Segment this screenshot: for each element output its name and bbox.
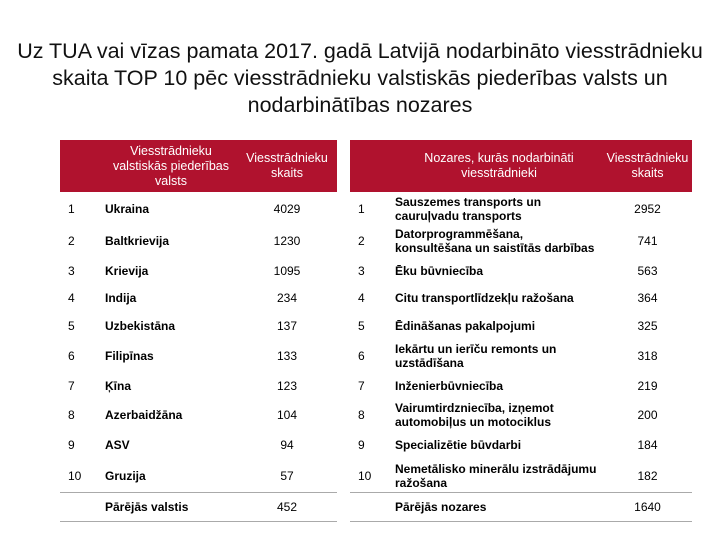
table-row: 10 Nemetālisko minerālu izstrādājumu ražo… [350,460,692,492]
rank-cell: 9 [68,438,75,452]
table-row: 9 Specializētie būvdarbi 184 [350,430,692,460]
value-cell: 234 [276,291,298,305]
value-cell: 741 [637,234,658,248]
rank-cell: 10 [68,469,82,483]
table-row: 7 Inženierbūvniecība 219 [350,371,692,400]
rank-cell: 4 [68,291,75,305]
rank-cell: 3 [358,263,365,278]
name-cell: Sauszemes transports un cauruļvadu trans… [395,194,542,223]
name-cell: Ēku būvniecība [395,263,484,278]
value-cell: 1640 [634,500,661,514]
header-country: Viesstrādnieku valstiskās piederības val… [112,143,230,188]
value-cell: 452 [276,500,298,514]
name-cell: Pārējās nozares [395,500,487,514]
value-cell: 318 [637,348,658,363]
rank-cell: 4 [358,291,365,305]
table-row: 6 Iekārtu un ierīču remonts un uzstādīšan… [350,340,692,371]
name-cell: Ēdināšanas pakalpojumi [395,319,536,333]
table-row: 7 Ķīna 123 [60,371,337,400]
table-row: 8 Azerbaidžāna 104 [60,400,337,430]
header-count: Viesstrādnieku skaits [246,151,328,180]
value-cell: 325 [637,319,658,333]
table-row: 8 Vairumtirdzniecība, izņemot automobiļus… [350,400,692,430]
name-cell: Iekārtu un ierīču remonts un uzstādīšana [395,341,557,370]
name-cell: Uzbekistāna [105,319,176,333]
header-sector: Nozares, kurās nodarbināti viesstrādniek… [424,151,574,180]
total-row: Pārējās nozares 1640 [350,492,692,522]
name-cell: Pārējās valstis [105,500,189,514]
rank-cell: 2 [68,234,75,248]
name-cell: Baltkrievija [105,234,170,248]
table-header: Nozares, kurās nodarbināti viesstrādniek… [350,140,692,192]
table-row: 3 Ēku būvniecība 563 [350,257,692,284]
name-cell: ASV [105,438,130,452]
rank-cell: 8 [68,408,75,422]
sector-table: Nozares, kurās nodarbināti viesstrādniek… [350,140,692,522]
name-cell: Datorprogrammēšana, konsultēšana un sais… [395,227,595,255]
value-cell: 2952 [634,201,661,216]
name-cell: Nemetālisko minerālu izstrādājumu ražoša… [395,462,597,490]
table-row: 2 Baltkrievija 1230 [60,225,337,257]
name-cell: Krievija [105,263,149,278]
rank-cell: 7 [68,378,75,393]
value-cell: 200 [637,408,658,422]
rank-cell: 1 [68,201,75,216]
value-cell: 57 [280,469,294,483]
rank-cell: 6 [358,348,365,363]
value-cell: 364 [637,291,658,305]
value-cell: 104 [276,408,298,422]
name-cell: Ukraina [105,201,150,216]
rank-cell: 5 [68,319,75,333]
value-cell: 563 [637,263,658,278]
name-cell: Ķīna [105,378,132,393]
value-cell: 1230 [273,234,301,248]
table-row: 6 Filipīnas 133 [60,340,337,371]
table-row: 1 Ukraina 4029 [60,192,337,225]
table-row: 10 Gruzija 57 [60,460,337,492]
value-cell: 1095 [273,263,301,278]
table-row: 9 ASV 94 [60,430,337,460]
name-cell: Indija [105,291,137,305]
rank-cell: 8 [358,408,365,422]
name-cell: Gruzija [105,469,146,483]
rank-cell: 10 [358,469,372,483]
name-cell: Citu transportlīdzekļu ražošana [395,291,574,305]
table-row: 1 Sauszemes transports un cauruļvadu tran… [350,192,692,225]
country-table: Viesstrādnieku valstiskās piederības val… [60,140,337,522]
value-cell: 182 [637,469,658,483]
name-cell: Inženierbūvniecība [395,378,504,393]
table-row: 5 Uzbekistāna 137 [60,312,337,340]
rank-cell: 9 [358,438,365,452]
value-cell: 94 [280,438,294,452]
value-cell: 123 [276,378,298,393]
rank-cell: 1 [358,201,365,216]
name-cell: Vairumtirdzniecība, izņemot automobiļus … [395,401,554,429]
name-cell: Filipīnas [105,348,154,363]
value-cell: 4029 [273,201,301,216]
rank-cell: 7 [358,378,365,393]
value-cell: 133 [276,348,298,363]
rank-cell: 3 [68,263,75,278]
rank-cell: 2 [358,234,365,248]
table-row: 4 Indija 234 [60,284,337,312]
value-cell: 219 [637,378,658,393]
table-row: 5 Ēdināšanas pakalpojumi 325 [350,312,692,340]
table-header: Viesstrādnieku valstiskās piederības val… [60,140,337,192]
value-cell: 184 [637,438,658,452]
rank-cell: 6 [68,348,75,363]
total-row: Pārējās valstis 452 [60,492,337,522]
table-row: 2 Datorprogrammēšana, konsultēšana un sai… [350,225,692,257]
name-cell: Specializētie būvdarbi [395,438,522,452]
name-cell: Azerbaidžāna [105,408,183,422]
table-row: 3 Krievija 1095 [60,257,337,284]
slide-title: Uz TUA vai vīzas pamata 2017. gadā Latvi… [17,39,703,117]
value-cell: 137 [276,319,298,333]
table-row: 4 Citu transportlīdzekļu ražošana 364 [350,284,692,312]
header-count: Viesstrādnieku skaits [606,151,689,180]
rank-cell: 5 [358,319,365,333]
